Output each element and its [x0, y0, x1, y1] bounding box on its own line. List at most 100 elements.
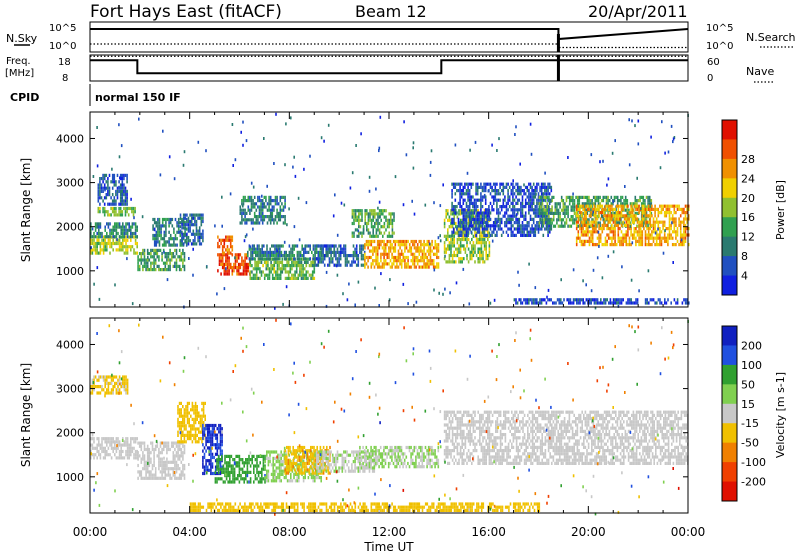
power-data-cell-18: [612, 220, 615, 224]
power-data-cell-1: [93, 235, 95, 239]
power-data-cell-4: [146, 268, 149, 272]
velocity-data-cell-0: [101, 446, 103, 450]
power-data-cell-16: [536, 201, 538, 205]
velocity-data-cell-2: [140, 470, 143, 474]
power-data-cell-14: [397, 249, 400, 253]
power-data-cell-16: [496, 201, 498, 205]
power-data-cell-13: [390, 212, 392, 216]
power-data-cell-12: [320, 250, 323, 254]
power-data-cell-5: [157, 230, 159, 234]
power-data-cell-4: [150, 268, 152, 272]
power-data-cell-13: [358, 231, 360, 235]
power-data-cell-3: [110, 196, 112, 200]
power-data-cell-12: [360, 250, 363, 254]
power-data-cell-18: [611, 239, 613, 243]
power-data-cell-16: [547, 182, 549, 186]
power-data-cell-19: [592, 298, 594, 302]
power-data-cell-15: [450, 241, 452, 245]
velocity-data-cell-1: [115, 375, 118, 379]
power-data-cell-7: [229, 266, 232, 270]
power-data-cell-16: [524, 217, 527, 221]
power-data-cell-12: [355, 254, 358, 258]
power-data-cell-0: [128, 235, 130, 239]
power-data-cell-18: [663, 214, 666, 218]
power-data-cell-10: [279, 250, 281, 254]
power-data-cell-1: [101, 235, 103, 239]
velocity-data-cell-2: [142, 476, 144, 480]
velocity-data-cell-0: [109, 453, 111, 457]
power-data-cell-18: [609, 243, 612, 247]
power-data-cell-12: [359, 247, 361, 251]
power-data-cell-13: [361, 218, 363, 222]
power-data-cell-11: [279, 199, 282, 203]
power-data-cell-12: [335, 254, 337, 258]
power-data-cell-6: [200, 235, 203, 240]
power-data-cell-12: [360, 254, 363, 258]
velocity-data-cell-2: [146, 454, 149, 458]
power-data-cell-18: [585, 233, 588, 237]
power-data-cell-18: [636, 207, 639, 211]
power-data-cell-10: [303, 247, 305, 251]
power-data-cell-18: [625, 214, 628, 218]
power-data-cell-11: [271, 218, 274, 222]
power-data-cell-14: [372, 249, 374, 253]
power-data-cell-16: [523, 205, 525, 209]
velocity-data-cell-0: [102, 449, 105, 454]
power-data-cell-3: [124, 186, 127, 190]
power-data-cell-16: [518, 224, 521, 228]
power-data-cell-12: [338, 254, 340, 258]
power-data-cell-18: [651, 204, 653, 208]
power-data-cell-15: [466, 244, 468, 248]
power-data-cell-18: [609, 204, 612, 208]
power-data-cell-18: [636, 230, 639, 234]
power-data-cell-1: [123, 228, 126, 232]
freq-unit-label: [MHz]: [5, 68, 34, 79]
power-data-cell-18: [582, 243, 584, 247]
power-data-cell-14: [400, 249, 403, 253]
power-data-cell-9: [270, 267, 272, 271]
power-data-cell-9: [307, 260, 309, 264]
power-data-cell-6: [182, 232, 185, 236]
power-data-cell-9: [302, 270, 304, 274]
power-data-cell-15: [469, 253, 471, 258]
power-data-cell-15: [480, 241, 483, 245]
power-data-cell-9: [292, 260, 295, 264]
velocity-data-cell-2: [146, 451, 149, 455]
power-data-cell-19: [560, 298, 562, 302]
power-data-speck: [433, 201, 435, 205]
power-data-cell-16: [484, 201, 487, 205]
power-data-cell-16: [542, 233, 545, 237]
power-data-cell-9: [255, 264, 258, 268]
power-data-cell-19: [574, 298, 576, 302]
power-data-cell-16: [468, 217, 471, 221]
power-data-cell-15: [448, 215, 451, 219]
velocity-data-cell-0: [126, 449, 129, 454]
power-data-cell-18: [649, 236, 652, 240]
power-data-cell-16: [481, 205, 484, 209]
power-data-speck: [360, 132, 362, 136]
power-data-cell-17: [602, 199, 605, 203]
velocity-data-cell-0: [91, 453, 94, 457]
power-data-cell-17: [573, 211, 576, 215]
power-data-speck: [325, 270, 328, 274]
power-data-cell-9: [300, 270, 303, 274]
power-data-cell-16: [542, 182, 545, 186]
power-data-cell-14: [421, 265, 424, 269]
velocity-data-cell-2: [162, 467, 165, 471]
power-data-cell-17: [615, 208, 617, 212]
power-data-cell-5: [169, 221, 172, 225]
power-data-cell-14: [412, 262, 414, 266]
power-data-cell-14: [431, 249, 433, 253]
power-data-cell-18: [620, 204, 623, 208]
power-data-cell-16: [473, 201, 476, 205]
power-data-cell-13: [354, 218, 357, 222]
power-data-cell-13: [383, 225, 386, 229]
power-data-cell-15: [480, 231, 483, 235]
power-data-cell-17: [621, 202, 624, 206]
power-data-cell-19: [552, 301, 554, 305]
power-data-cell-3: [121, 189, 124, 193]
power-data-cell-19: [569, 301, 572, 305]
power-data-speck: [530, 152, 533, 156]
power-data-cell-17: [548, 205, 550, 209]
power-data-cell-18: [585, 204, 588, 208]
